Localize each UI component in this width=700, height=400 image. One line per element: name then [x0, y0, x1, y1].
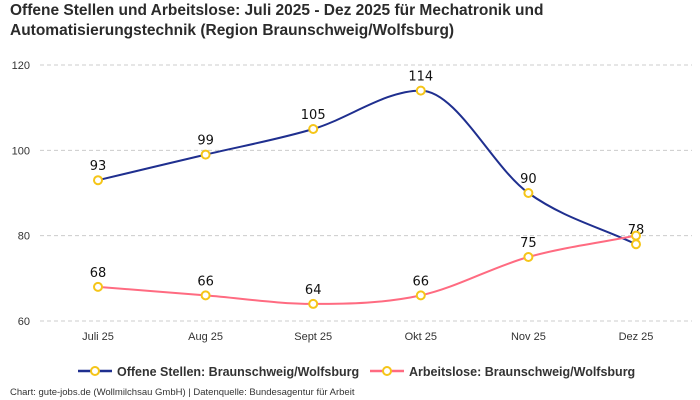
x-tick-label: Sept 25 [294, 331, 332, 343]
data-label: 99 [197, 134, 214, 149]
data-label: 75 [520, 236, 537, 251]
y-tick-label: 80 [18, 231, 30, 243]
data-label: 66 [197, 274, 214, 289]
x-tick-label: Nov 25 [511, 331, 546, 343]
data-point [308, 124, 319, 134]
y-tick-label: 100 [12, 145, 30, 157]
x-tick-label: Okt 25 [405, 331, 437, 343]
data-label: 105 [301, 108, 326, 123]
legend-marker [90, 366, 100, 376]
legend-marker [382, 366, 392, 376]
y-tick-label: 60 [18, 316, 30, 328]
data-label: 66 [413, 274, 430, 289]
data-point [200, 290, 211, 301]
chart-title: Offene Stellen und Arbeitslose: Juli 202… [10, 2, 544, 39]
data-point [523, 188, 534, 198]
data-label: 93 [90, 159, 107, 174]
data-point [415, 290, 426, 301]
data-label: 68 [90, 266, 107, 281]
data-point [523, 252, 534, 262]
data-point [308, 298, 319, 309]
chart-credit: Chart: gute-jobs.de (Wollmilchsau GmbH) … [10, 387, 355, 398]
data-point [93, 281, 103, 292]
data-label: 114 [408, 70, 433, 85]
data-point [631, 230, 641, 241]
data-point [93, 175, 103, 186]
x-tick-label: Dez 25 [619, 331, 654, 343]
series-line-1 [97, 234, 637, 305]
legend-label: Offene Stellen: Braunschweig/Wolfsburg [117, 365, 359, 379]
data-label: 90 [520, 172, 537, 187]
x-tick-label: Aug 25 [188, 331, 223, 343]
data-point [631, 239, 641, 250]
data-label: 64 [305, 283, 322, 298]
x-tick-label: Juli 25 [82, 331, 114, 343]
data-point [415, 85, 426, 96]
y-tick-label: 120 [12, 60, 30, 72]
legend-label: Arbeitslose: Braunschweig/Wolfsburg [409, 365, 635, 379]
data-point [200, 149, 211, 160]
series-line-0 [97, 89, 637, 246]
